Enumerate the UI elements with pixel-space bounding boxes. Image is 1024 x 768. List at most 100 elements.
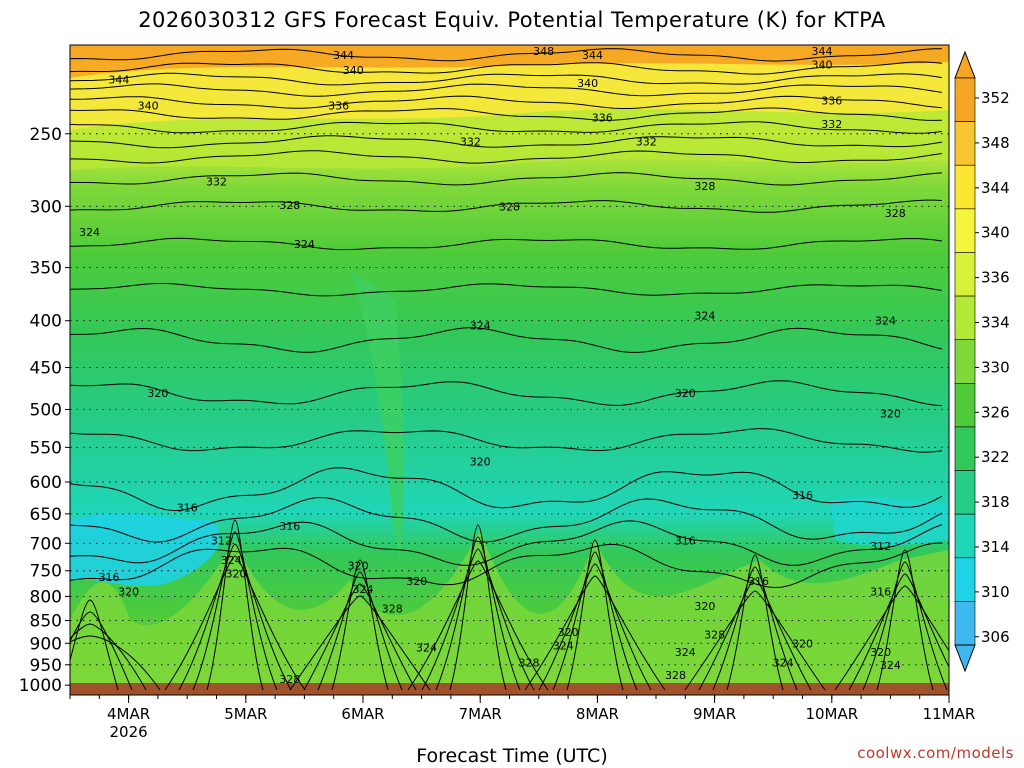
contour-label: 324 [880, 659, 901, 672]
contour-line [70, 520, 943, 566]
colorbar-tick-label: 318 [981, 493, 1010, 511]
colorbar-swatch [954, 601, 976, 646]
ground-strip [70, 683, 949, 695]
contour-line [70, 237, 943, 251]
y-tick-label: 750 [30, 562, 62, 582]
contour-line [834, 585, 949, 691]
colorbar: 352 348 344 340 336 334 330 326 322 318 314 310 306 [954, 50, 1010, 673]
contour-label: 344 [582, 49, 603, 62]
contour-label: 344 [333, 49, 354, 62]
contour-label: 336 [592, 112, 613, 125]
contour-label: 328 [279, 199, 300, 212]
contour-label: 320 [558, 626, 579, 639]
field-cyan-pool-right [830, 497, 949, 546]
x-tick-label: 5MAR [224, 705, 267, 723]
colorbar-tick-label: 334 [981, 313, 1010, 331]
contour-label: 324 [294, 238, 315, 251]
contour-label: 324 [221, 554, 242, 567]
field-cyan-pool [70, 513, 221, 587]
colorbar-swatch [954, 77, 976, 122]
y-tick-label: 850 [30, 612, 62, 632]
colorbar-tick-label: 310 [981, 583, 1010, 601]
contour-label: 328 [704, 628, 725, 641]
x-tick-label: 6MAR [341, 705, 384, 723]
contour-line [70, 611, 133, 691]
colorbar-tick-label: 340 [981, 224, 1010, 242]
contour-label: 312 [211, 534, 232, 547]
contour-label: 324 [875, 315, 896, 328]
contour-label: 320 [870, 646, 891, 659]
colorbar-tick-label: 336 [981, 269, 1010, 287]
colorbar-swatch [954, 339, 976, 384]
field-surface-warm [70, 530, 949, 690]
y-tick-label: 800 [30, 587, 62, 607]
contour-line [435, 536, 521, 691]
contour-line [303, 583, 417, 691]
x-tick-label: 7MAR [459, 705, 502, 723]
y-tick-label: 550 [30, 438, 62, 458]
contour-line [566, 539, 624, 691]
contour-label: 316 [792, 489, 813, 502]
y-tick-label: 500 [30, 400, 62, 420]
contour-label: 324 [553, 639, 574, 652]
contour-label: 320 [118, 585, 139, 598]
contour-line [70, 150, 943, 164]
contour-label: 320 [675, 387, 696, 400]
field-band-yellow [70, 62, 949, 130]
x-tick-label: 11MAR [923, 705, 976, 723]
contour-label: 340 [577, 77, 598, 90]
contour-label: 344 [812, 45, 833, 58]
colorbar-tick-label: 322 [981, 448, 1010, 466]
contour-line [70, 635, 161, 691]
contour-line [726, 554, 784, 691]
contour-line [876, 549, 934, 691]
y-tick-label: 700 [30, 534, 62, 554]
y-tick-label: 300 [30, 197, 62, 217]
contour-label: 328 [382, 603, 403, 616]
contour-line [70, 283, 943, 297]
y-tick-label: 450 [30, 359, 62, 379]
contour-label: 312 [870, 540, 891, 553]
contour-label: 320 [880, 407, 901, 420]
colorbar-top-arrow [954, 50, 976, 79]
y-tick-label: 250 [30, 125, 62, 145]
contour-line [178, 543, 292, 691]
contour-label: 332 [206, 176, 227, 189]
contour-line [70, 428, 943, 453]
contour-label: 324 [675, 646, 696, 659]
x-tick-year: 2026 [110, 723, 148, 741]
colorbar-bottom-arrow [954, 644, 976, 673]
y-tick-label: 900 [30, 634, 62, 654]
contour-label: 316 [279, 520, 300, 533]
colorbar-tick-label: 330 [981, 358, 1010, 376]
field-plume [350, 270, 405, 560]
contour-label: 316 [177, 502, 198, 515]
contour-line [70, 61, 943, 75]
x-tick-label: 4MAR [107, 705, 150, 723]
chart-title: 2026030312 GFS Forecast Equiv. Potential… [138, 8, 886, 32]
colorbar-tick-label: 344 [981, 179, 1010, 197]
contour-line [70, 380, 943, 407]
colorbar-swatch [954, 557, 976, 602]
contour-label: 324 [470, 320, 491, 333]
contour-lines [70, 48, 949, 691]
contour-label: 316 [870, 585, 891, 598]
contour-label: 324 [772, 657, 793, 670]
contour-label: 328 [519, 657, 540, 670]
contour-label: 328 [499, 200, 520, 213]
contour-line [421, 548, 535, 691]
y-tick-label: 1000 [19, 676, 62, 696]
contour-label: 344 [108, 73, 129, 86]
colorbar-tick-label: 352 [981, 89, 1010, 107]
y-tick-label: 950 [30, 656, 62, 676]
contour-line [70, 599, 119, 691]
contour-label: 328 [885, 207, 906, 220]
contour-label: 328 [279, 673, 300, 686]
contour-label: 320 [147, 387, 168, 400]
y-tick-label: 400 [30, 312, 62, 332]
colorbar-swatch [954, 383, 976, 428]
contour-label: 340 [812, 58, 833, 71]
